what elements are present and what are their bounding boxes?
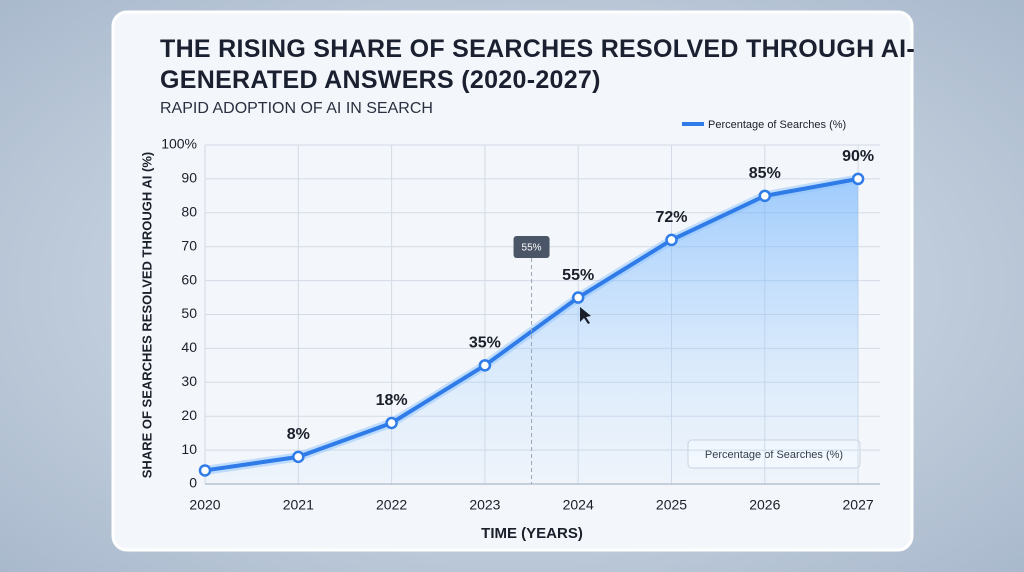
data-label: 8% [287, 426, 310, 443]
x-tick-label: 2020 [189, 497, 220, 513]
data-label: 72% [655, 209, 687, 226]
y-tick-label: 10 [181, 441, 197, 457]
point [198, 464, 212, 477]
y-axis-label: SHARE OF SEARCHES RESOLVED THROUGH AI (%… [139, 152, 154, 478]
data-label: 35% [469, 335, 501, 352]
data-label: 90% [842, 148, 874, 165]
x-tick-label: 2023 [469, 497, 500, 513]
point [385, 416, 398, 430]
x-tick-label: 2021 [283, 497, 314, 513]
legend-label: Percentage of Searches (%) [708, 119, 846, 131]
cursor [580, 307, 591, 324]
point [478, 359, 492, 372]
x-tick-label: 2026 [749, 497, 780, 513]
point [665, 233, 678, 247]
y-tick-label: 50 [181, 305, 197, 321]
point [571, 291, 585, 304]
y-tick-label: 60 [181, 271, 197, 287]
data-label: 55% [562, 267, 594, 284]
point [758, 189, 772, 203]
y-tick-label: 100% [161, 136, 197, 152]
point [851, 172, 865, 186]
x-tick-label: 2022 [376, 497, 407, 513]
y-tick-label: 0 [189, 475, 197, 491]
x-axis-label: TIME (YEARS) [481, 525, 583, 542]
x-tick-label: 2024 [563, 497, 594, 513]
tooltip [513, 236, 550, 258]
y-tick-label: 20 [181, 407, 197, 423]
y-tick-label: 40 [181, 339, 197, 355]
point [292, 450, 305, 464]
y-tick-label: 80 [181, 204, 197, 220]
y-tick-label: 30 [181, 373, 197, 389]
x-tick-label: 2027 [843, 497, 874, 513]
chart-subtitle: RAPID ADOPTION OF AI IN SEARCH [160, 100, 433, 117]
y-tick-label: 70 [181, 237, 197, 253]
x-tick-label: 2025 [656, 497, 687, 513]
data-label: 18% [376, 392, 408, 409]
chart-title: THE RISING SHARE OF SEARCHES RESOLVED TH… [160, 35, 916, 94]
y-tick-label: 90 [181, 170, 197, 186]
data-label: 85% [749, 165, 781, 182]
tooltip-label: 55% [522, 243, 542, 254]
